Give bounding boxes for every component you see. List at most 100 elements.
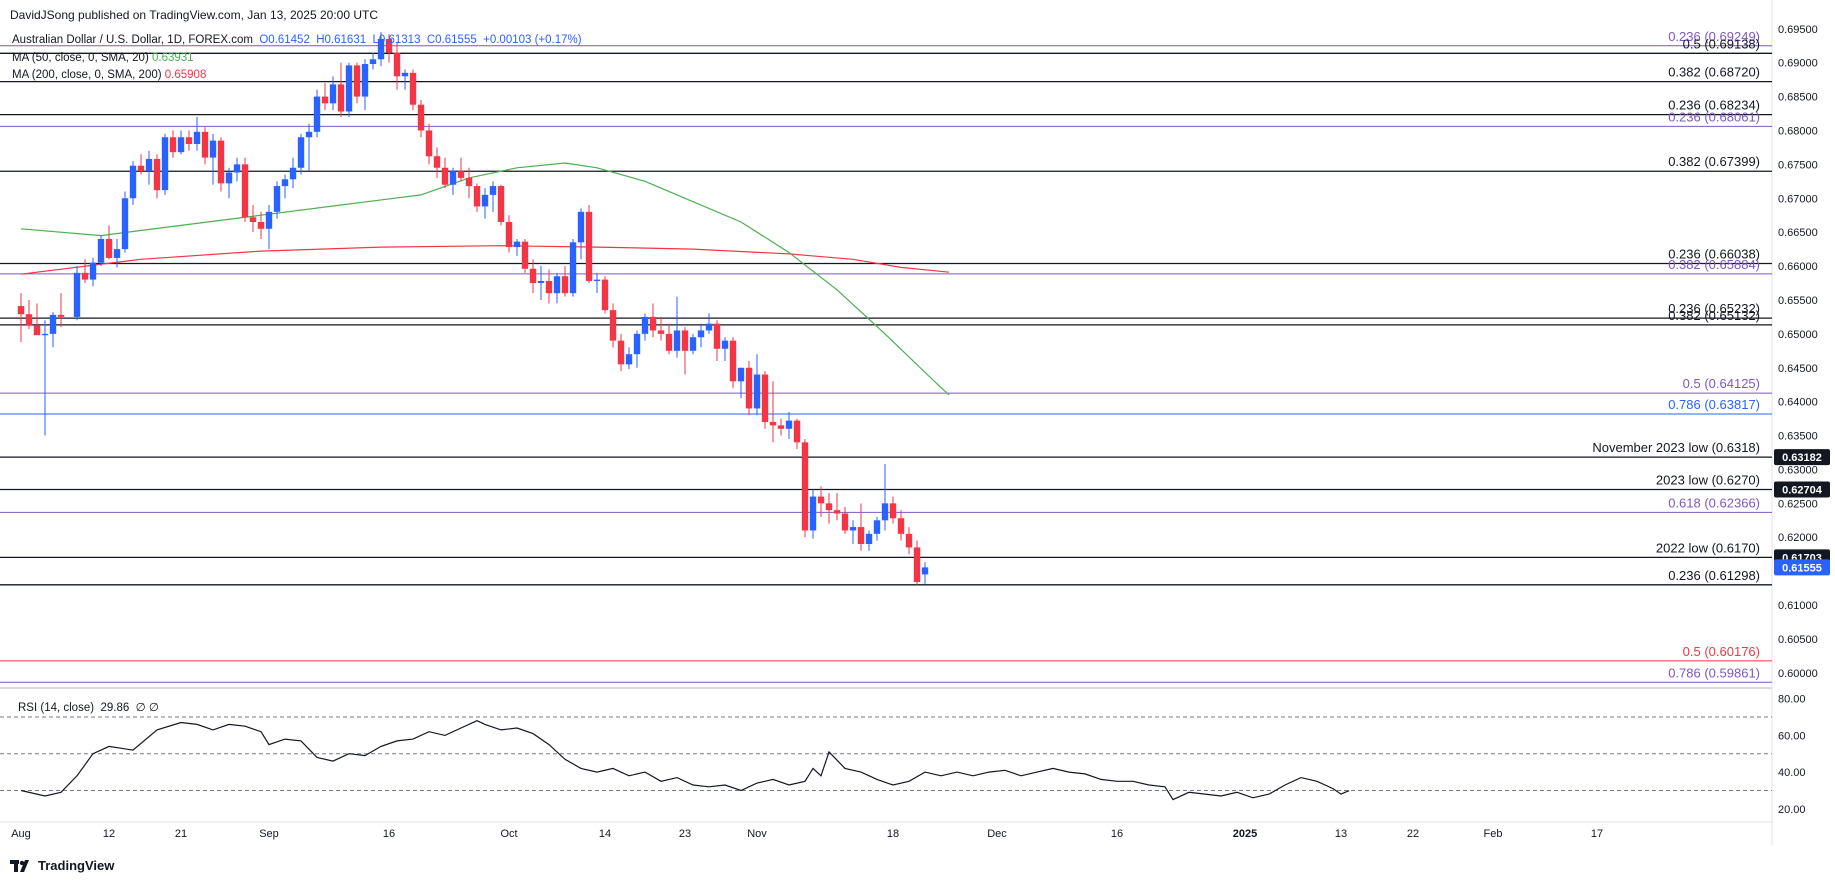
candle[interactable]: [705, 313, 713, 334]
candle[interactable]: [529, 259, 537, 294]
candle[interactable]: [841, 506, 849, 534]
candle[interactable]: [577, 208, 585, 260]
candle[interactable]: [473, 183, 481, 212]
candle[interactable]: [201, 127, 209, 165]
candle[interactable]: [425, 123, 433, 165]
candle[interactable]: [881, 464, 889, 531]
candle[interactable]: [609, 303, 617, 348]
candle[interactable]: [553, 272, 561, 304]
candle[interactable]: [417, 99, 425, 138]
candle[interactable]: [537, 266, 545, 300]
candle[interactable]: [369, 52, 377, 70]
ma200-legend[interactable]: MA (200, close, 0, SMA, 200) 0.65908: [12, 69, 206, 81]
candle[interactable]: [897, 510, 905, 541]
candle[interactable]: [57, 293, 65, 328]
candle[interactable]: [689, 333, 697, 355]
candle[interactable]: [601, 276, 609, 314]
candle[interactable]: [105, 225, 113, 260]
candle[interactable]: [505, 215, 513, 253]
candle[interactable]: [809, 489, 817, 539]
candle[interactable]: [817, 486, 825, 517]
candle[interactable]: [833, 493, 841, 521]
candle[interactable]: [169, 130, 177, 158]
candle[interactable]: [721, 337, 729, 361]
candle[interactable]: [113, 238, 121, 268]
candle[interactable]: [313, 89, 321, 138]
candle[interactable]: [241, 157, 249, 222]
candle[interactable]: [481, 188, 489, 219]
candle[interactable]: [673, 296, 681, 358]
candle[interactable]: [913, 540, 921, 585]
candle[interactable]: [449, 167, 457, 195]
candle[interactable]: [353, 62, 361, 104]
candle[interactable]: [865, 530, 873, 551]
price-axis[interactable]: 0.69500 0.69000 0.68500 0.68000 0.67500 0.670…: [1774, 24, 1830, 816]
candle[interactable]: [849, 520, 857, 545]
candle[interactable]: [777, 418, 785, 436]
candle[interactable]: [193, 116, 201, 151]
price-tag[interactable]: [1774, 481, 1830, 498]
candle[interactable]: [753, 354, 761, 416]
candle[interactable]: [233, 157, 241, 182]
candles[interactable]: [17, 32, 929, 585]
candle[interactable]: [281, 174, 289, 199]
rsi-legend[interactable]: RSI (14, close) 29.86 ∅ ∅: [18, 700, 159, 714]
candle[interactable]: [769, 381, 777, 443]
candle[interactable]: [801, 438, 809, 538]
candle[interactable]: [521, 238, 529, 273]
candle[interactable]: [217, 137, 225, 192]
candle[interactable]: [561, 266, 569, 297]
footer-brand[interactable]: TradingView: [10, 858, 114, 873]
candle[interactable]: [289, 157, 297, 189]
candle[interactable]: [745, 360, 753, 416]
time-axis[interactable]: Aug 12 21 Sep 16 Oct 14 23 Nov 18 Dec 16 2025 13 22 Feb…: [11, 828, 1603, 840]
candle[interactable]: [873, 516, 881, 541]
candle[interactable]: [793, 418, 801, 450]
candle[interactable]: [337, 62, 345, 117]
candle[interactable]: [625, 347, 633, 370]
candle[interactable]: [921, 562, 929, 584]
candle[interactable]: [273, 181, 281, 219]
candle[interactable]: [761, 371, 769, 429]
candle[interactable]: [857, 503, 865, 551]
candle[interactable]: [209, 133, 217, 185]
candle[interactable]: [257, 211, 265, 239]
candle[interactable]: [785, 411, 793, 439]
candle[interactable]: [129, 160, 137, 206]
candle[interactable]: [121, 191, 129, 253]
candle[interactable]: [265, 205, 273, 250]
candle[interactable]: [321, 83, 329, 111]
candle[interactable]: [377, 32, 385, 67]
candle[interactable]: [401, 69, 409, 90]
price-tag[interactable]: [1774, 449, 1830, 466]
candle[interactable]: [225, 167, 233, 199]
candle[interactable]: [905, 527, 913, 555]
candle[interactable]: [713, 320, 721, 361]
candle[interactable]: [361, 59, 369, 111]
candle[interactable]: [697, 323, 705, 348]
candle[interactable]: [345, 62, 353, 117]
candle[interactable]: [737, 367, 745, 399]
candle[interactable]: [49, 312, 57, 348]
candle[interactable]: [145, 150, 153, 185]
candle[interactable]: [465, 167, 473, 199]
candle[interactable]: [81, 259, 89, 284]
candle[interactable]: [513, 238, 521, 256]
candle[interactable]: [545, 269, 553, 304]
candle[interactable]: [25, 299, 33, 330]
candle[interactable]: [73, 266, 81, 321]
candle[interactable]: [33, 303, 41, 336]
candle[interactable]: [497, 184, 505, 226]
candle[interactable]: [329, 76, 337, 111]
candle[interactable]: [177, 130, 185, 155]
candle[interactable]: [825, 493, 833, 524]
candle[interactable]: [297, 133, 305, 175]
candle[interactable]: [185, 130, 193, 151]
candle[interactable]: [41, 320, 49, 436]
candle[interactable]: [649, 303, 657, 338]
candle[interactable]: [729, 337, 737, 389]
candle[interactable]: [889, 496, 897, 524]
candle[interactable]: [569, 238, 577, 297]
candle[interactable]: [433, 147, 441, 178]
